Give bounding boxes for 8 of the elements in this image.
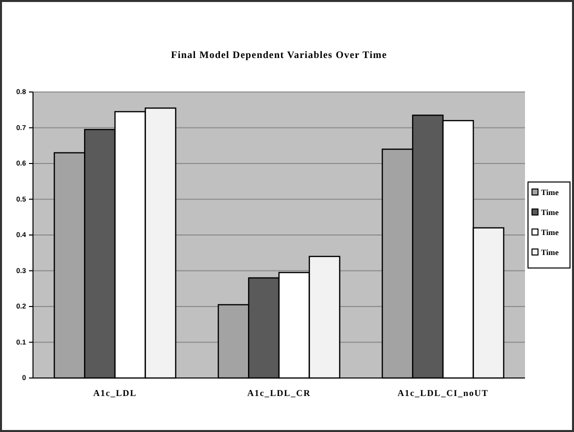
legend-label: Time [541,228,560,237]
chart-title: Final Model Dependent Variables Over Time [171,50,387,61]
legend-label: Time [541,208,560,217]
legend-label: Time [541,188,560,197]
x-tick-label: A1c_LDL [93,388,137,398]
x-tick-label: A1c_LDL_CI_noUT [397,388,489,398]
legend-label: Time [541,248,560,257]
x-tick-label: A1c_LDL_CR [247,388,311,398]
